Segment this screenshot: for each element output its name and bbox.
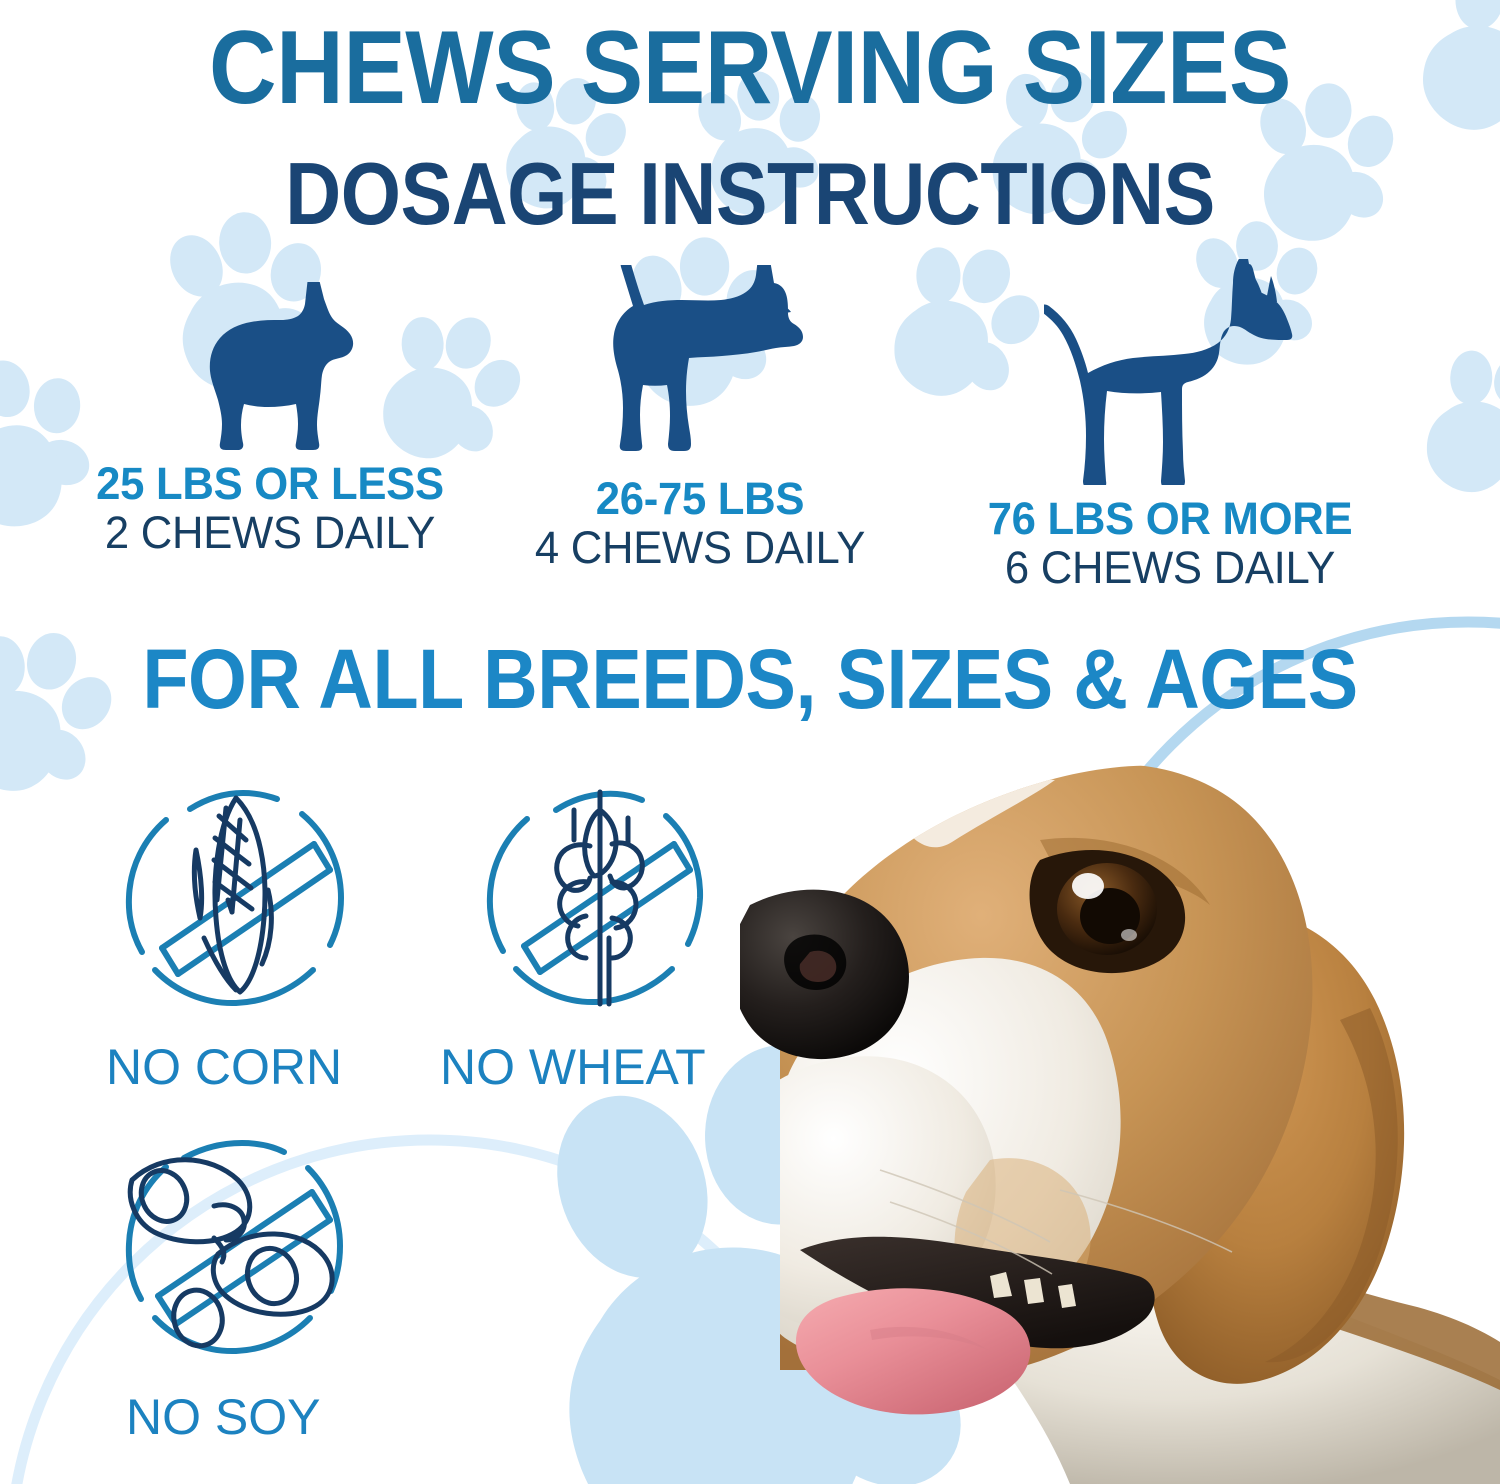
dosage-text-large: 76 LBS OR MORE 6 CHEWS DAILY	[910, 495, 1430, 593]
dosage-columns: 25 LBS OR LESS 2 CHEWS DAILY 26-75 LBS 4…	[0, 250, 1450, 610]
dose-weight-label: 26-75 LBS	[595, 473, 805, 524]
dosage-column-large: 76 LBS OR MORE 6 CHEWS DAILY	[910, 250, 1430, 593]
beagle-dog-head-photo	[740, 690, 1500, 1484]
dose-chews-label: 2 CHEWS DAILY	[104, 506, 436, 558]
no-corn-icon	[118, 778, 368, 1028]
great-dane-silhouette	[910, 250, 1430, 485]
badge-no-soy: NO SOY	[118, 1128, 368, 1442]
breeds-banner: FOR ALL BREEDS, SIZES & AGES	[142, 632, 1358, 726]
french-bulldog-silhouette	[40, 250, 500, 450]
dose-chews-label: 6 CHEWS DAILY	[1004, 541, 1336, 593]
dose-weight-label: 25 LBS OR LESS	[96, 458, 444, 509]
dose-weight-label: 76 LBS OR MORE	[987, 493, 1353, 544]
page-subtitle: DOSAGE INSTRUCTIONS	[285, 144, 1215, 243]
dosage-text-small: 25 LBS OR LESS 2 CHEWS DAILY	[40, 460, 500, 558]
badge-no-corn: NO CORN	[106, 778, 368, 1092]
dosage-column-medium: 26-75 LBS 4 CHEWS DAILY	[480, 250, 920, 573]
dosage-column-small: 25 LBS OR LESS 2 CHEWS DAILY	[40, 250, 500, 558]
badge-label: NO SOY	[126, 1389, 321, 1445]
badge-label: NO CORN	[106, 1039, 343, 1095]
badge-label: NO WHEAT	[440, 1039, 706, 1095]
dose-chews-label: 4 CHEWS DAILY	[534, 521, 866, 573]
terrier-silhouette	[480, 250, 920, 465]
badge-no-wheat: NO WHEAT	[440, 778, 728, 1092]
dog-eye	[1029, 849, 1186, 974]
dog-nose	[740, 889, 909, 1060]
no-soy-icon	[118, 1128, 368, 1378]
page-title: CHEWS SERVING SIZES	[209, 10, 1291, 126]
no-wheat-icon	[478, 778, 728, 1028]
dosage-text-medium: 26-75 LBS 4 CHEWS DAILY	[480, 475, 920, 573]
dog-mouth	[795, 1236, 1155, 1415]
